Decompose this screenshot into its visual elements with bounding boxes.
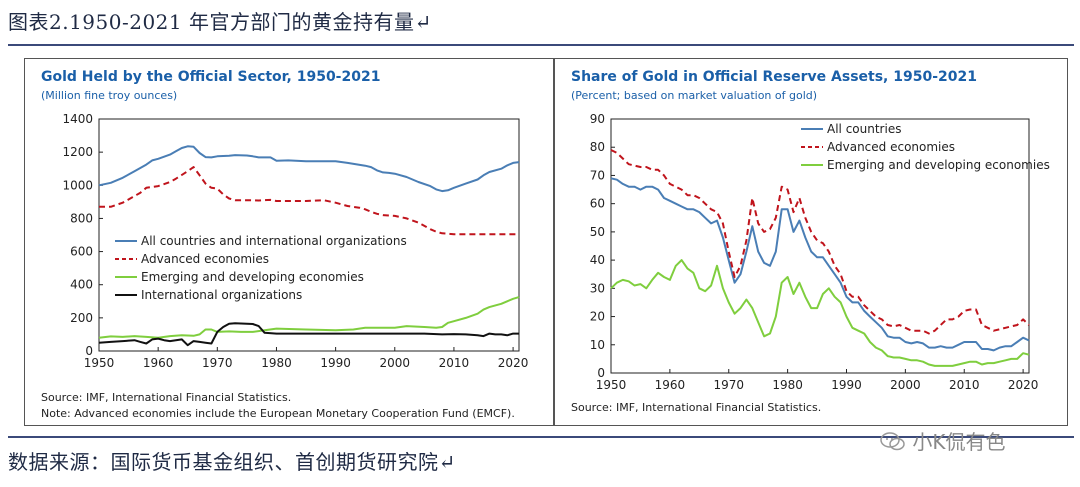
plot-frame <box>610 118 1030 374</box>
y-tick-label: 70 <box>590 168 605 182</box>
x-tick-label: 2010 <box>439 356 470 370</box>
y-tick-label: 30 <box>590 281 605 295</box>
footer-rule <box>8 436 1074 438</box>
legend-label-3: Emerging and developing economies <box>141 270 364 284</box>
chart-panel-gold-share: Share of Gold in Official Reserve Assets… <box>554 58 1068 426</box>
chart-subtitle: (Million fine troy ounces) <box>41 89 177 102</box>
series-line-3 <box>98 296 520 339</box>
chart-source-note: Source: IMF, International Financial Sta… <box>41 391 291 404</box>
y-tick-label: 1400 <box>62 112 93 126</box>
legend-label-1: All countries <box>827 122 901 136</box>
series-line-2 <box>610 149 1030 335</box>
chart-subtitle: (Percent; based on market valuation of g… <box>571 89 817 102</box>
y-tick-label: 20 <box>590 310 605 324</box>
y-tick-label: 800 <box>70 211 93 225</box>
y-tick-label: 0 <box>597 366 605 380</box>
x-tick-label: 2020 <box>1008 378 1039 392</box>
y-tick-label: 400 <box>70 278 93 292</box>
series-line-3 <box>610 259 1030 367</box>
chart-gold-share: Share of Gold in Official Reserve Assets… <box>571 69 1050 414</box>
watermark-text: 小K侃有色 <box>912 430 1006 454</box>
x-tick-label: 1970 <box>202 356 233 370</box>
legend-label-3: Emerging and developing economies <box>827 158 1050 172</box>
series-line-4 <box>98 322 519 347</box>
y-tick-label: 40 <box>590 253 605 267</box>
series-line-1 <box>98 145 520 193</box>
y-tick-label: 60 <box>590 197 605 211</box>
y-tick-label: 90 <box>590 112 605 126</box>
y-tick-label: 50 <box>590 225 605 239</box>
x-tick-label: 1960 <box>143 356 174 370</box>
series-line-2 <box>99 166 519 236</box>
figure-source: 数据来源：国际货币基金组织、首创期货研究院↵ <box>8 450 456 474</box>
chart-footnote: Note: Advanced economies include the Eur… <box>41 407 515 420</box>
x-tick-label: 2020 <box>498 356 529 370</box>
chart-title: Share of Gold in Official Reserve Assets… <box>571 69 977 85</box>
legend-label-2: Advanced economies <box>141 252 269 266</box>
chart-gold-held: Gold Held by the Official Sector, 1950-2… <box>41 69 529 420</box>
legend-label-4: International organizations <box>141 288 302 302</box>
x-tick-label: 2000 <box>890 378 921 392</box>
x-tick-label: 1950 <box>84 356 115 370</box>
x-tick-label: 1970 <box>713 378 744 392</box>
x-tick-label: 2010 <box>949 378 980 392</box>
chart-source-note: Source: IMF, International Financial Sta… <box>571 401 821 414</box>
x-tick-label: 1950 <box>596 378 627 392</box>
y-tick-label: 1200 <box>62 145 93 159</box>
legend-label-2: Advanced economies <box>827 140 955 154</box>
watermark: 小K侃有色 <box>880 426 1005 455</box>
x-tick-label: 2000 <box>380 356 411 370</box>
x-tick-label: 1990 <box>831 378 862 392</box>
x-tick-label: 1990 <box>320 356 351 370</box>
series-line-1 <box>610 177 1030 352</box>
chart-title: Gold Held by the Official Sector, 1950-2… <box>41 69 380 85</box>
y-tick-label: 80 <box>590 140 605 154</box>
legend-label-1: All countries and international organiza… <box>141 234 407 248</box>
plot-frame <box>98 118 520 352</box>
header-rule <box>8 44 1074 46</box>
chart-panel-gold-held: Gold Held by the Official Sector, 1950-2… <box>24 58 554 426</box>
figure-title: 图表2.1950-2021 年官方部门的黄金持有量↵ <box>8 10 432 34</box>
x-tick-label: 1980 <box>772 378 803 392</box>
y-tick-label: 200 <box>70 311 93 325</box>
x-tick-label: 1980 <box>261 356 292 370</box>
y-tick-label: 1000 <box>62 178 93 192</box>
y-tick-label: 600 <box>70 245 93 259</box>
y-tick-label: 0 <box>85 344 93 358</box>
x-tick-label: 1960 <box>655 378 686 392</box>
y-tick-label: 10 <box>590 338 605 352</box>
wechat-icon <box>880 431 906 453</box>
